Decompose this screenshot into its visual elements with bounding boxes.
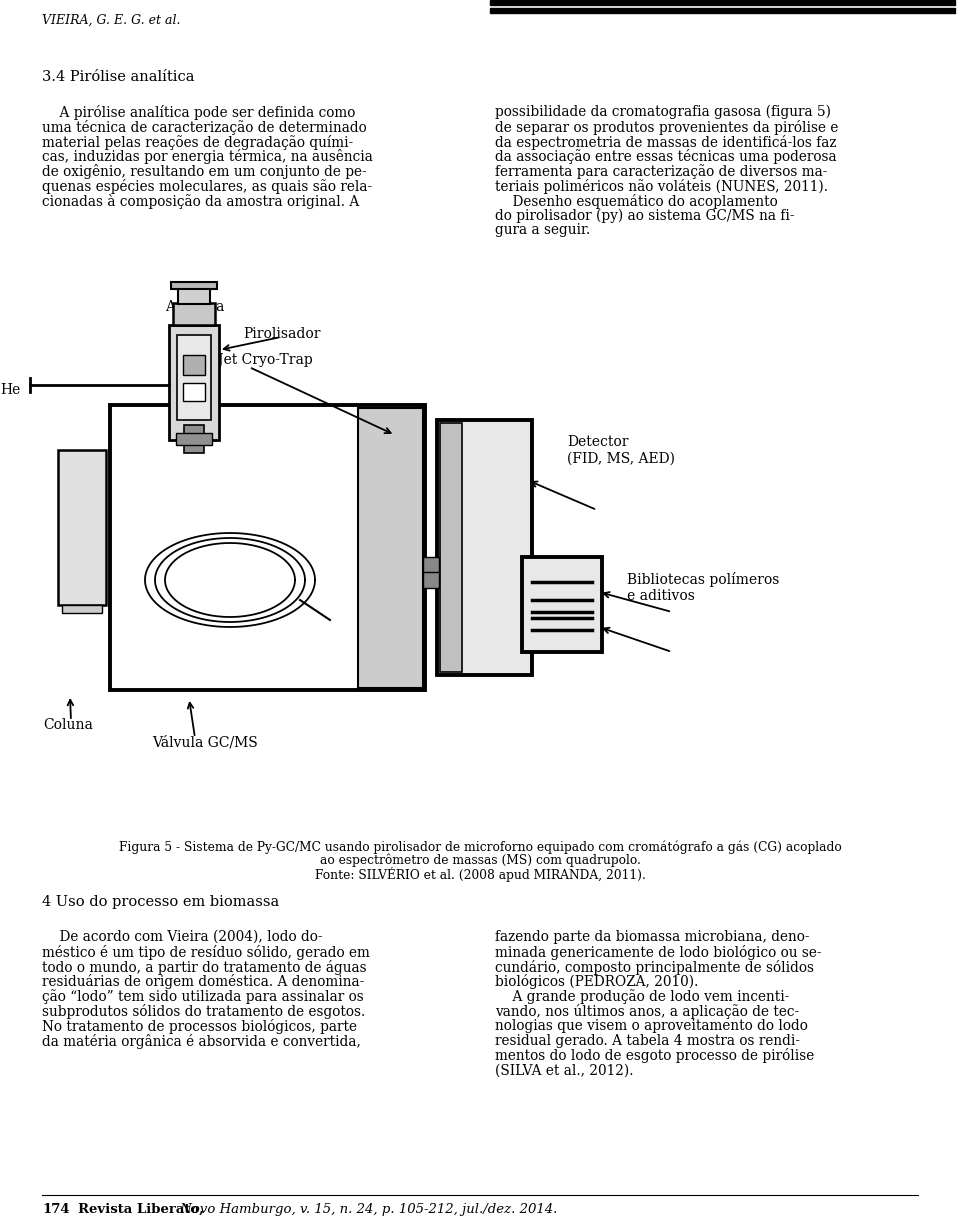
Text: de oxigênio, resultando em um conjunto de pe-: de oxigênio, resultando em um conjunto d… — [42, 164, 367, 179]
Text: uma técnica de caracterização de determinado: uma técnica de caracterização de determi… — [42, 120, 367, 135]
Bar — [183, 355, 205, 375]
Text: de separar os produtos provenientes da pirólise e: de separar os produtos provenientes da p… — [495, 120, 838, 135]
Text: méstico é um tipo de resíduo sólido, gerado em: méstico é um tipo de resíduo sólido, ger… — [42, 944, 370, 960]
Bar — [490, 9, 955, 13]
Text: He: He — [0, 383, 20, 397]
Text: ferramenta para caracterização de diversos ma-: ferramenta para caracterização de divers… — [495, 164, 828, 179]
Text: subprodutos sólidos do tratamento de esgotos.: subprodutos sólidos do tratamento de esg… — [42, 1004, 365, 1019]
Text: todo o mundo, a partir do tratamento de águas: todo o mundo, a partir do tratamento de … — [42, 959, 367, 975]
Text: Figura 5 - Sistema de Py-GC/MC usando pirolisador de microforno equipado com cro: Figura 5 - Sistema de Py-GC/MC usando pi… — [119, 840, 841, 854]
Text: Revista Liberato,: Revista Liberato, — [78, 1203, 204, 1216]
Text: mentos do lodo de esgoto processo de pirólise: mentos do lodo de esgoto processo de pir… — [495, 1049, 814, 1063]
Text: A pirólise analítica pode ser definida como: A pirólise analítica pode ser definida c… — [42, 105, 355, 120]
Text: fazendo parte da biomassa microbiana, deno-: fazendo parte da biomassa microbiana, de… — [495, 930, 809, 944]
Bar — [110, 405, 425, 690]
Text: residual gerado. A tabela 4 mostra os rendi-: residual gerado. A tabela 4 mostra os re… — [495, 1034, 800, 1047]
Text: (SILVA et al., 2012).: (SILVA et al., 2012). — [495, 1063, 634, 1077]
Text: No tratamento de processos biológicos, parte: No tratamento de processos biológicos, p… — [42, 1019, 357, 1034]
Text: 3.4 Pirólise analítica: 3.4 Pirólise analítica — [42, 70, 195, 85]
Text: minada genericamente de lodo biológico ou se-: minada genericamente de lodo biológico o… — [495, 944, 822, 960]
Text: μJet Cryo-Trap: μJet Cryo-Trap — [209, 353, 313, 367]
Bar — [62, 605, 102, 612]
Bar — [440, 423, 462, 673]
Text: cionadas à composição da amostra original. A: cionadas à composição da amostra origina… — [42, 194, 359, 208]
Text: material pelas reações de degradação quími-: material pelas reações de degradação quí… — [42, 135, 353, 149]
Text: ção “lodo” tem sido utilizada para assinalar os: ção “lodo” tem sido utilizada para assin… — [42, 990, 364, 1004]
Text: 174: 174 — [42, 1203, 70, 1216]
Text: biológicos (PEDROZA, 2010).: biológicos (PEDROZA, 2010). — [495, 974, 698, 990]
Text: A grande produção de lodo vem incenti-: A grande produção de lodo vem incenti- — [495, 990, 789, 1004]
Text: vando, nos últimos anos, a aplicação de tec-: vando, nos últimos anos, a aplicação de … — [495, 1004, 799, 1019]
Text: VIEIRA, G. E. G. et al.: VIEIRA, G. E. G. et al. — [42, 13, 180, 27]
Text: da matéria orgânica é absorvida e convertida,: da matéria orgânica é absorvida e conver… — [42, 1034, 361, 1049]
Text: Coluna: Coluna — [43, 718, 93, 733]
Bar — [58, 450, 106, 605]
Bar — [173, 303, 215, 325]
Text: cundário, composto principalmente de sólidos: cundário, composto principalmente de sól… — [495, 959, 814, 975]
Text: Pirolisador: Pirolisador — [243, 327, 321, 341]
Text: gura a seguir.: gura a seguir. — [495, 223, 590, 238]
Text: possibilidade da cromatografia gasosa (figura 5): possibilidade da cromatografia gasosa (f… — [495, 105, 831, 119]
Bar — [490, 0, 955, 5]
Text: ao espectrômetro de massas (MS) com quadrupolo.: ao espectrômetro de massas (MS) com quad… — [320, 854, 640, 867]
Text: Válvula GC/MS: Válvula GC/MS — [152, 735, 258, 748]
Text: De acordo com Vieira (2004), lodo do-: De acordo com Vieira (2004), lodo do- — [42, 930, 323, 944]
Text: Novo Hamburgo, v. 15, n. 24, p. 105-212, jul./dez. 2014.: Novo Hamburgo, v. 15, n. 24, p. 105-212,… — [176, 1203, 558, 1216]
Text: residuárias de origem doméstica. A denomina-: residuárias de origem doméstica. A denom… — [42, 974, 364, 990]
Bar — [358, 408, 423, 688]
Bar — [178, 288, 210, 304]
Bar — [183, 383, 205, 401]
Text: da associação entre essas técnicas uma poderosa: da associação entre essas técnicas uma p… — [495, 149, 836, 164]
Bar — [171, 282, 217, 289]
Bar — [423, 557, 439, 573]
Bar — [522, 557, 602, 652]
Bar — [184, 425, 204, 453]
Bar — [169, 325, 219, 440]
Text: Fonte: SILVÉRIO et al. (2008 apud MIRANDA, 2011).: Fonte: SILVÉRIO et al. (2008 apud MIRAND… — [315, 867, 645, 882]
Text: quenas espécies moleculares, as quais são rela-: quenas espécies moleculares, as quais sã… — [42, 179, 372, 194]
Bar — [423, 572, 439, 588]
Text: 4 Uso do processo em biomassa: 4 Uso do processo em biomassa — [42, 895, 279, 909]
Text: cas, induzidas por energia térmica, na ausência: cas, induzidas por energia térmica, na a… — [42, 149, 372, 164]
Text: Amostra: Amostra — [165, 300, 225, 314]
Text: Detector
(FID, MS, AED): Detector (FID, MS, AED) — [567, 435, 675, 466]
Bar — [177, 334, 211, 420]
Text: da espectrometria de massas de identificá-los faz: da espectrometria de massas de identific… — [495, 135, 836, 149]
Text: Bibliotecas polímeros
e aditivos: Bibliotecas polímeros e aditivos — [627, 572, 780, 603]
Bar — [437, 420, 532, 675]
Text: teriais poliméricos não voláteis (NUNES, 2011).: teriais poliméricos não voláteis (NUNES,… — [495, 179, 828, 194]
Text: do pirolisador (py) ao sistema GC/MS na fi-: do pirolisador (py) ao sistema GC/MS na … — [495, 208, 795, 223]
Text: nologias que visem o aproveitamento do lodo: nologias que visem o aproveitamento do l… — [495, 1019, 808, 1033]
Bar — [176, 432, 212, 445]
Text: Desenho esquemático do acoplamento: Desenho esquemático do acoplamento — [495, 194, 778, 208]
